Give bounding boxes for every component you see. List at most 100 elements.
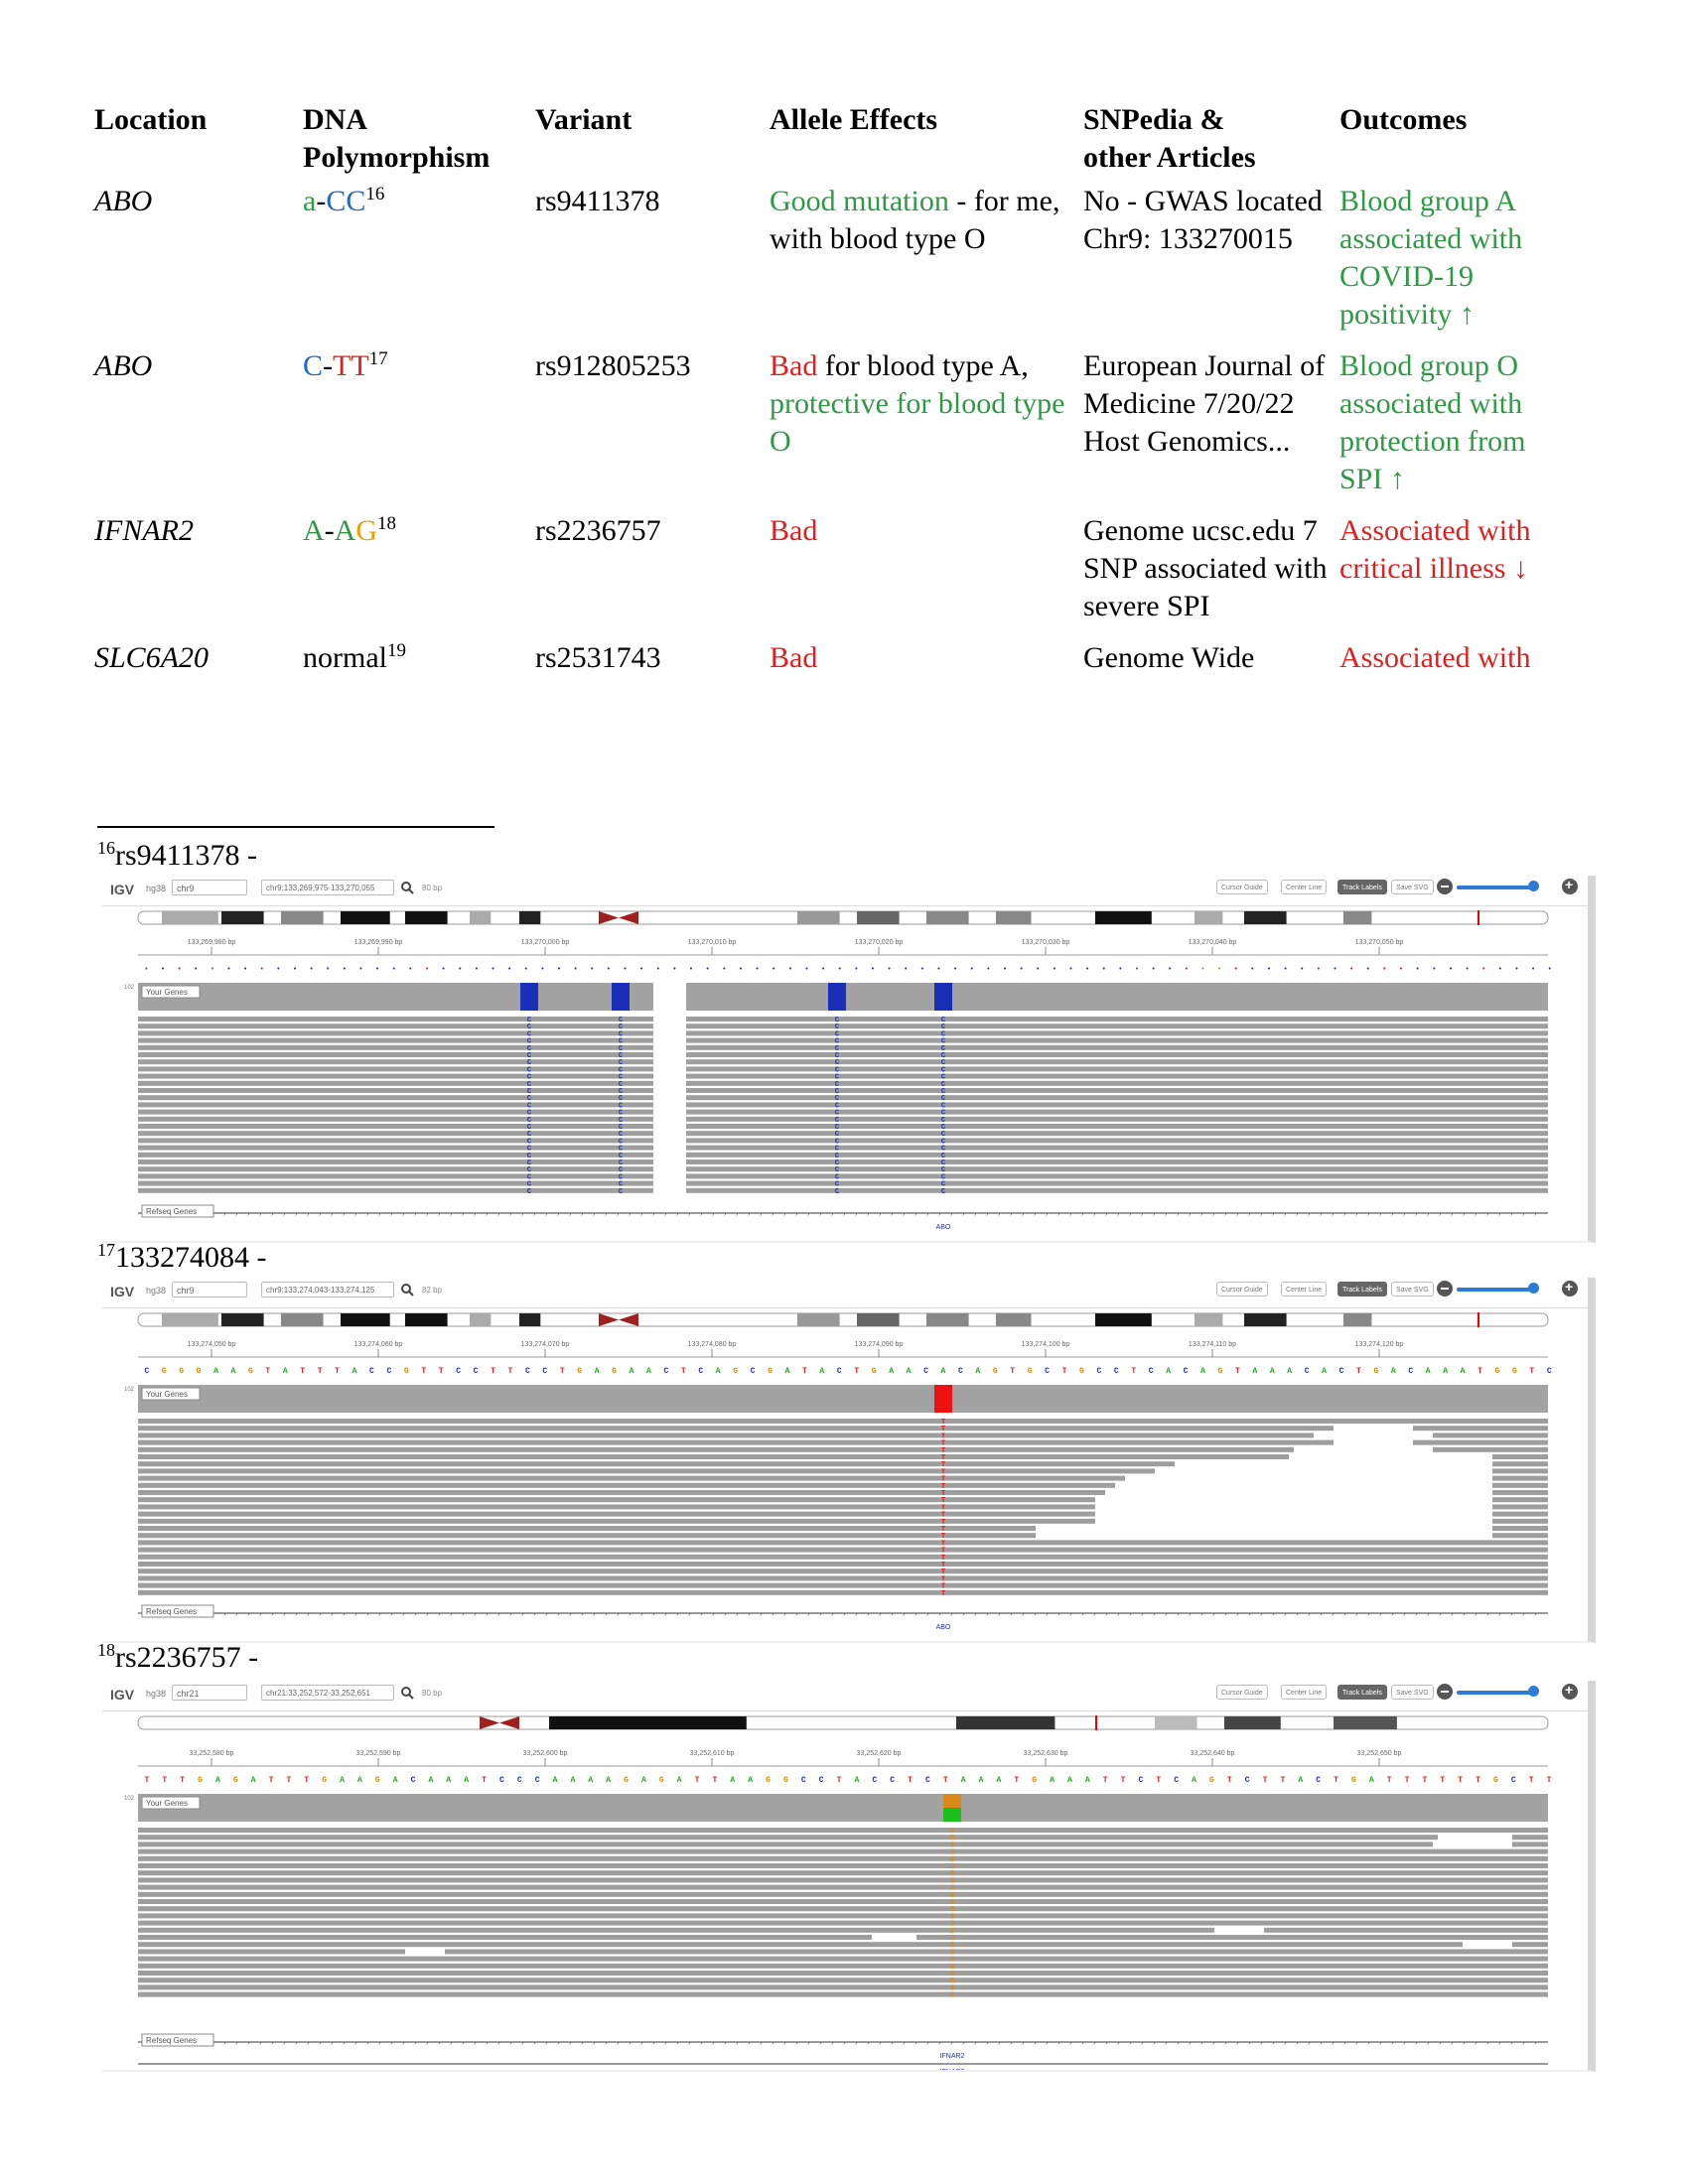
mismatch-base: C [527, 1173, 531, 1181]
search-icon[interactable] [400, 1686, 414, 1700]
save-svg-button[interactable]: Save SVG [1391, 880, 1434, 894]
igv-canvas[interactable]: 133,269,980 bp 133,269,990 bp 133,270,000 … [102, 876, 1588, 1241]
zoom-slider-handle[interactable] [1528, 1686, 1539, 1697]
sequence-base: T [1423, 1776, 1428, 1785]
center-line-button[interactable]: Center Line [1281, 880, 1328, 894]
allele-text: a [303, 185, 317, 217]
mismatch-base: G [950, 1849, 954, 1857]
sequence-base: C [958, 1367, 963, 1376]
sequence-base: G [1495, 1367, 1500, 1376]
igv-panel[interactable]: IGV hg38 chr9 chr9:133,269,975-133,270,0… [102, 876, 1596, 1243]
sequence-base: T [180, 1776, 185, 1785]
zoom-in-icon[interactable] [1562, 1682, 1578, 1700]
zoom-slider[interactable] [1457, 886, 1536, 889]
footnote-ref[interactable]: 19 [386, 640, 406, 661]
read-alignment [138, 1848, 1548, 1854]
strand-arrow: › [593, 1211, 596, 1218]
strand-arrow: › [1010, 1211, 1013, 1218]
read-alignment [138, 1482, 1548, 1488]
mismatch-base: C [941, 1124, 945, 1132]
read-alignment [138, 1166, 1548, 1172]
zoom-out-icon[interactable] [1437, 1684, 1453, 1700]
strand-arrow: › [426, 2040, 429, 2047]
igv-panel[interactable]: IGV hg38 chr21 chr21:33,252,572-33,252,6… [102, 1681, 1596, 2072]
read-gap [653, 1079, 686, 1087]
locus-input[interactable]: chr9:133,274,043-133,274,125 [261, 1282, 394, 1297]
mismatch-base: C [527, 1030, 531, 1038]
chromosome-select[interactable]: chr21 [172, 1685, 247, 1701]
strand-arrow: › [1224, 1611, 1227, 1618]
strand-arrow: › [640, 1211, 643, 1218]
igv-panel[interactable]: IGV hg38 chr9 chr9:133,274,043-133,274,1… [102, 1278, 1596, 1643]
allele-text: A [334, 514, 356, 547]
track-labels-button[interactable]: Track Labels [1337, 1685, 1387, 1700]
save-svg-button[interactable]: Save SVG [1391, 1685, 1434, 1700]
track-labels-button[interactable]: Track Labels [1337, 880, 1387, 894]
strand-arrow: › [950, 1611, 953, 1618]
mismatch-base: T [941, 1583, 945, 1591]
footnote-ref[interactable]: 18 [377, 513, 397, 534]
outcome-text: Associated with critical illness ↓ [1339, 514, 1531, 585]
strand-arrow: › [831, 2040, 834, 2047]
strand-arrow: › [581, 2040, 584, 2047]
read-alignment [138, 1475, 1548, 1481]
mismatch-base: C [835, 1052, 839, 1060]
cursor-guide-button[interactable]: Cursor Guide [1216, 880, 1268, 894]
save-svg-button[interactable]: Save SVG [1391, 1282, 1434, 1297]
sequence-base: • [739, 966, 743, 974]
locus-input[interactable]: chr9:133,269,975-133,270,055 [261, 880, 394, 895]
zoom-out-icon[interactable] [1437, 879, 1453, 894]
strand-arrow: › [569, 1611, 572, 1618]
ruler-tick-label: 133,270,020 bp [855, 939, 904, 946]
locus-input[interactable]: chr21:33,252,572-33,252,651 [261, 1685, 394, 1701]
sequence-base: • [326, 966, 330, 974]
zoom-slider-handle[interactable] [1528, 1283, 1539, 1294]
cursor-guide-button[interactable]: Cursor Guide [1216, 1685, 1268, 1700]
strand-arrow: › [486, 1611, 489, 1618]
ruler-tick-label: 33,252,630 bp [1024, 1750, 1068, 1757]
sequence-base: • [375, 966, 379, 974]
sequence-base: • [970, 966, 974, 974]
ideogram-band [797, 911, 840, 924]
center-line-button[interactable]: Center Line [1281, 1282, 1328, 1297]
sequence-base: • [1102, 966, 1106, 974]
igv-canvas[interactable]: 133,274,050 bp 133,274,060 bp 133,274,070 … [102, 1278, 1588, 1641]
zoom-in-icon[interactable] [1562, 877, 1578, 894]
zoom-slider[interactable] [1457, 1691, 1536, 1695]
sequence-base: A [1192, 1776, 1196, 1785]
chromosome-select[interactable]: chr9 [172, 880, 247, 895]
mismatch-base: C [527, 1066, 531, 1074]
mismatch-base: C [619, 1188, 623, 1196]
strand-arrow: › [319, 1611, 322, 1618]
mismatch-base: C [941, 1188, 945, 1196]
cursor-guide-button[interactable]: Cursor Guide [1216, 1282, 1268, 1297]
mismatch-base: C [527, 1117, 531, 1125]
mismatch-base: C [941, 1131, 945, 1139]
zoom-in-icon[interactable] [1562, 1279, 1578, 1297]
chromosome-select[interactable]: chr9 [172, 1282, 247, 1297]
strand-arrow: › [986, 1611, 989, 1618]
sequence-base: • [1200, 966, 1204, 974]
igv-canvas[interactable]: 33,252,580 bp 33,252,590 bp 33,252,600 bp 3… [102, 1681, 1588, 2070]
footnote-rule [97, 826, 494, 828]
search-icon[interactable] [400, 1283, 414, 1297]
footnote-ref[interactable]: 16 [365, 184, 385, 205]
header-variant: Variant [535, 101, 770, 183]
sequence-base: A [588, 1776, 593, 1785]
ruler-tick-label: 133,270,000 bp [521, 939, 570, 946]
sequence-base: T [802, 1367, 807, 1376]
sequence-base: A [231, 1367, 236, 1376]
footnote-18: 18rs2236757 - [97, 1641, 258, 1675]
zoom-slider[interactable] [1457, 1288, 1536, 1292]
footnote-ref[interactable]: 17 [368, 348, 388, 369]
zoom-slider-handle[interactable] [1528, 881, 1539, 891]
sequence-base: G [198, 1776, 203, 1785]
track-labels-button[interactable]: Track Labels [1337, 1282, 1387, 1297]
center-line-button[interactable]: Center Line [1281, 1685, 1328, 1700]
ideogram-band [857, 1313, 900, 1326]
zoom-out-icon[interactable] [1437, 1281, 1453, 1297]
location-text: ABO [94, 185, 153, 217]
sequence-base: T [1477, 1367, 1482, 1376]
sequence-base: A [446, 1776, 451, 1785]
search-icon[interactable] [400, 881, 414, 894]
